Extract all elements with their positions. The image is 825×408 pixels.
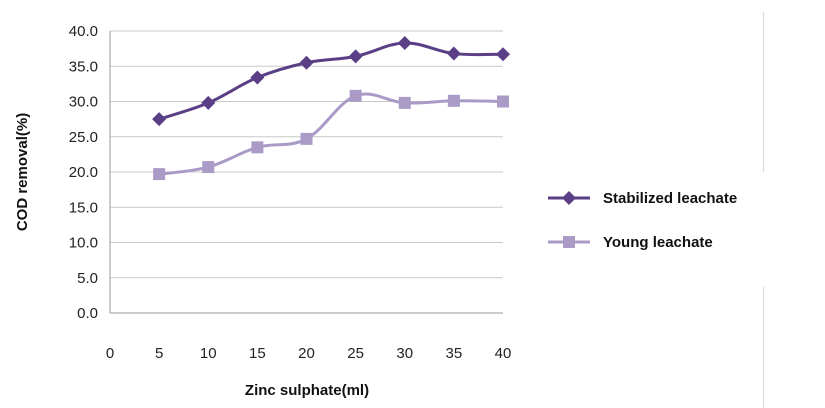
x-tick-label: 30 xyxy=(396,345,413,362)
data-point xyxy=(497,95,509,108)
y-tick-label: 30.0 xyxy=(69,94,98,111)
data-point xyxy=(447,94,460,107)
y-tick-label: 10.0 xyxy=(69,235,98,252)
data-point xyxy=(152,112,167,127)
y-tick-label: 0.0 xyxy=(77,305,98,322)
x-tick-label: 25 xyxy=(347,345,364,362)
data-point xyxy=(348,49,363,64)
data-point xyxy=(349,89,362,102)
legend: Stabilized leachate Young leachate xyxy=(548,190,737,251)
x-tick-label: 5 xyxy=(155,345,163,362)
data-point xyxy=(299,55,314,70)
axes xyxy=(109,31,503,314)
legend-marker-1 xyxy=(562,191,576,205)
y-tick-label: 25.0 xyxy=(69,129,98,146)
y-tick-label: 15.0 xyxy=(69,199,98,216)
data-point xyxy=(153,168,166,181)
x-tick-label: 35 xyxy=(446,345,463,362)
data-point xyxy=(202,161,215,174)
series-layer xyxy=(152,35,510,181)
x-tick-label: 40 xyxy=(495,345,512,362)
x-tick-label: 0 xyxy=(106,345,114,362)
data-point xyxy=(201,95,216,110)
data-point xyxy=(250,70,265,85)
x-tick-label: 15 xyxy=(249,345,266,362)
x-tick-label: 10 xyxy=(200,345,217,362)
data-point xyxy=(446,46,461,61)
y-tick-label: 5.0 xyxy=(77,270,98,287)
y-tick-labels: 0.0 5.0 10.0 15.0 20.0 25.0 30.0 35.0 40.0 xyxy=(69,23,98,322)
legend-marker-2 xyxy=(563,236,575,248)
y-tick-label: 35.0 xyxy=(69,58,98,75)
data-point xyxy=(251,141,264,154)
legend-label-2: Young leachate xyxy=(603,234,713,251)
x-tick-label: 20 xyxy=(298,345,315,362)
y-axis-title: COD removal(%) xyxy=(14,113,31,231)
legend-label-1: Stabilized leachate xyxy=(603,190,737,207)
data-point xyxy=(398,96,411,109)
side-divider-top xyxy=(763,12,764,172)
x-axis-title: Zinc sulphate(ml) xyxy=(245,382,369,399)
data-point xyxy=(496,47,510,62)
y-tick-label: 40.0 xyxy=(69,23,98,40)
data-point xyxy=(397,35,412,50)
x-tick-labels: 0 5 10 15 20 25 30 35 40 xyxy=(106,345,512,362)
side-divider-bottom xyxy=(763,287,764,408)
data-point xyxy=(300,132,313,145)
y-tick-label: 20.0 xyxy=(69,164,98,181)
